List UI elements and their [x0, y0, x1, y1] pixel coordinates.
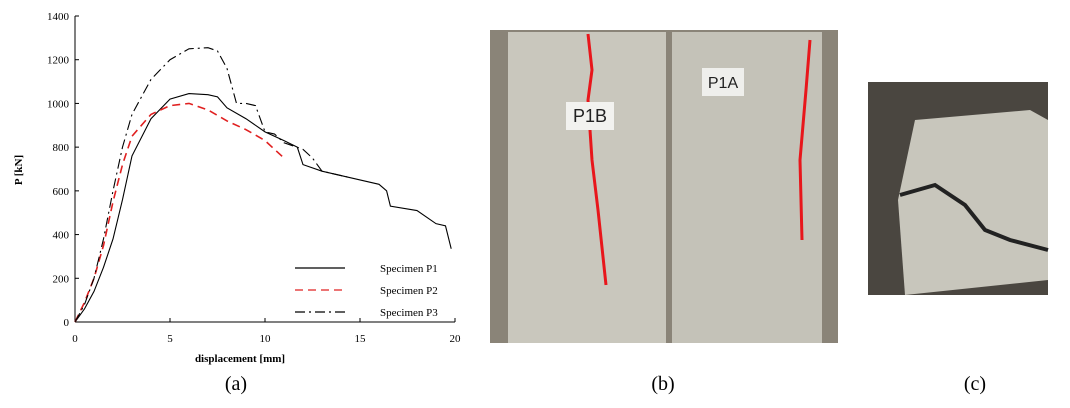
x-tick-label: 20: [450, 333, 462, 345]
panel-label: (b): [651, 373, 674, 395]
data-line: [74, 47, 351, 323]
photo-b: P1B P1A: [490, 30, 838, 343]
y-tick-label: 1400: [47, 11, 70, 23]
legend-label: Specimen P2: [380, 285, 438, 297]
y-tick-label: 800: [53, 142, 70, 154]
concrete-column: [508, 32, 666, 343]
label-card: [702, 68, 744, 96]
y-tick-label: 1000: [47, 98, 70, 110]
panel-label: (c): [964, 373, 986, 395]
y-tick-label: 400: [53, 230, 70, 242]
photo-text: P1B: [573, 106, 607, 126]
label-card: [566, 102, 614, 130]
x-tick-label: 5: [167, 333, 173, 345]
crack-line: [798, 39, 812, 241]
concrete-column: [672, 32, 822, 343]
y-axis-label: P [kN]: [13, 155, 25, 185]
photo-c: [868, 82, 1049, 295]
y-tick-label: 600: [53, 186, 70, 198]
y-tick-label: 0: [64, 317, 70, 329]
crack-line: [899, 182, 1049, 252]
data-line: [74, 102, 285, 323]
x-tick-label: 15: [355, 333, 367, 345]
y-tick-label: 200: [53, 273, 70, 285]
photo-text: P1A: [708, 75, 739, 92]
y-tick-label: 1200: [47, 55, 70, 67]
legend-label: Specimen P1: [380, 263, 438, 275]
concrete-block: [898, 110, 1048, 295]
x-axis-label: displacement [mm]: [195, 353, 285, 365]
x-tick-label: 10: [260, 333, 272, 345]
data-line: [74, 93, 452, 323]
panel-label: (a): [225, 373, 247, 395]
x-tick-label: 0: [72, 333, 78, 345]
legend-label: Specimen P3: [380, 307, 438, 319]
